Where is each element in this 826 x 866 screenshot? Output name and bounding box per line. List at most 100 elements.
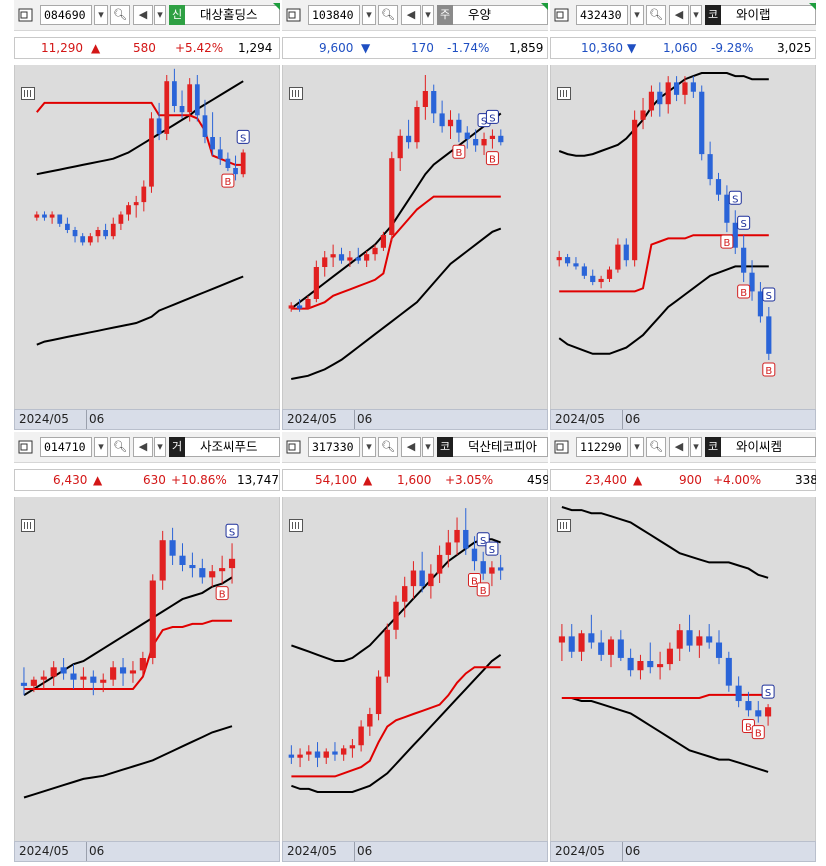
candle bbox=[699, 85, 705, 161]
chart-menu-icon[interactable] bbox=[557, 87, 571, 100]
candle-body bbox=[657, 91, 663, 105]
candle bbox=[741, 235, 747, 283]
candle bbox=[637, 654, 644, 680]
svg-text:B: B bbox=[740, 288, 747, 299]
trailing-stop-line bbox=[291, 195, 501, 310]
window-icon[interactable] bbox=[18, 7, 34, 23]
chart-menu-icon[interactable] bbox=[289, 519, 303, 532]
x-tick-label: 2024/05 bbox=[287, 412, 337, 426]
buy-signal-marker: B bbox=[762, 362, 776, 377]
candle-body bbox=[402, 586, 408, 602]
volume-value: 13,747 bbox=[237, 473, 279, 487]
candle bbox=[696, 630, 703, 658]
speaker-icon[interactable]: ◀︎ bbox=[133, 437, 153, 457]
chart-menu-icon[interactable] bbox=[557, 519, 571, 532]
chevron-down-icon[interactable]: ▾ bbox=[422, 437, 434, 457]
candle-body bbox=[110, 667, 117, 680]
speaker-icon[interactable]: ◀︎ bbox=[133, 5, 153, 25]
trailing-stop-line bbox=[291, 666, 501, 778]
chevron-down-icon[interactable]: ▾ bbox=[422, 5, 434, 25]
candle-body bbox=[72, 230, 78, 237]
toolbar: 112290 ▾ 🔍︎ ◀︎ ▾ 와이씨켐 코 bbox=[550, 432, 816, 463]
candle-body bbox=[405, 135, 412, 143]
window-icon[interactable] bbox=[554, 7, 570, 23]
chevron-down-icon[interactable]: ▾ bbox=[690, 5, 702, 25]
candle-body bbox=[40, 676, 47, 680]
chevron-down-icon[interactable]: ▾ bbox=[630, 5, 644, 25]
buy-signal-marker: B bbox=[720, 234, 734, 249]
candle bbox=[498, 129, 504, 146]
candle bbox=[463, 508, 469, 555]
candle-body bbox=[240, 152, 246, 175]
moving-average-line bbox=[36, 80, 244, 176]
candle-body bbox=[187, 84, 193, 113]
candle-body bbox=[164, 81, 170, 134]
candle bbox=[364, 251, 370, 267]
candle bbox=[217, 137, 223, 165]
stock-code-input[interactable]: 103840 bbox=[308, 5, 360, 25]
speaker-icon[interactable]: ◀︎ bbox=[401, 437, 421, 457]
candle-body bbox=[581, 266, 587, 276]
change-percent: +3.05% bbox=[445, 473, 494, 487]
chevron-down-icon[interactable]: ▾ bbox=[630, 437, 644, 457]
window-icon[interactable] bbox=[554, 439, 570, 455]
candle bbox=[393, 595, 399, 640]
stock-code-input[interactable]: 317330 bbox=[308, 437, 360, 457]
candle-body bbox=[749, 272, 755, 292]
chevron-down-icon[interactable]: ▾ bbox=[690, 437, 702, 457]
direction-arrow-icon: ▲ bbox=[633, 473, 643, 487]
svg-text:S: S bbox=[489, 545, 495, 556]
search-icon[interactable]: 🔍︎ bbox=[110, 5, 130, 25]
candle bbox=[20, 667, 28, 696]
window-icon[interactable] bbox=[18, 439, 34, 455]
speaker-icon[interactable]: ◀︎ bbox=[669, 5, 689, 25]
candle-body bbox=[657, 664, 664, 668]
search-icon[interactable]: 🔍︎ bbox=[378, 5, 398, 25]
speaker-icon[interactable]: ◀︎ bbox=[669, 437, 689, 457]
search-icon[interactable]: 🔍︎ bbox=[646, 437, 666, 457]
stock-code-input[interactable]: 432430 bbox=[576, 5, 628, 25]
x-axis: 2024/05 06 bbox=[282, 841, 548, 862]
window-icon[interactable] bbox=[286, 7, 302, 23]
candle-body bbox=[87, 236, 93, 243]
window-icon[interactable] bbox=[286, 439, 302, 455]
stock-code-input[interactable]: 084690 bbox=[40, 5, 92, 25]
candle bbox=[305, 295, 311, 309]
speaker-icon[interactable]: ◀︎ bbox=[401, 5, 421, 25]
candle-body bbox=[665, 82, 671, 105]
moving-average-line bbox=[558, 72, 769, 157]
chevron-down-icon[interactable]: ▾ bbox=[94, 437, 108, 457]
price-bar: 54,100 ▲ 1,600 +3.05% 459 bbox=[282, 469, 548, 491]
search-icon[interactable]: 🔍︎ bbox=[110, 437, 130, 457]
chart-menu-icon[interactable] bbox=[289, 87, 303, 100]
trailing-stop-line bbox=[24, 619, 232, 690]
stock-name: 우양 bbox=[449, 5, 548, 25]
x-tick-label: 06 bbox=[625, 412, 641, 426]
candle-body bbox=[741, 247, 747, 273]
chevron-down-icon[interactable]: ▾ bbox=[362, 5, 376, 25]
candle-body bbox=[233, 168, 238, 175]
candle-body bbox=[588, 633, 595, 643]
search-icon[interactable]: 🔍︎ bbox=[646, 5, 666, 25]
volume-value: 459 bbox=[527, 473, 548, 487]
candle-body bbox=[706, 636, 713, 643]
chart-menu-icon[interactable] bbox=[21, 87, 35, 100]
chevron-down-icon[interactable]: ▾ bbox=[94, 5, 108, 25]
candle-body bbox=[225, 158, 231, 168]
svg-text:S: S bbox=[481, 117, 487, 128]
candle-body bbox=[306, 751, 312, 755]
candle bbox=[473, 129, 479, 152]
search-icon[interactable]: 🔍︎ bbox=[378, 437, 398, 457]
chevron-down-icon[interactable]: ▾ bbox=[154, 437, 166, 457]
chevron-down-icon[interactable]: ▾ bbox=[362, 437, 376, 457]
stock-code-input[interactable]: 014710 bbox=[40, 437, 92, 457]
chevron-down-icon[interactable]: ▾ bbox=[154, 5, 166, 25]
stock-code-input[interactable]: 112290 bbox=[576, 437, 628, 457]
chart-menu-icon[interactable] bbox=[21, 519, 35, 532]
